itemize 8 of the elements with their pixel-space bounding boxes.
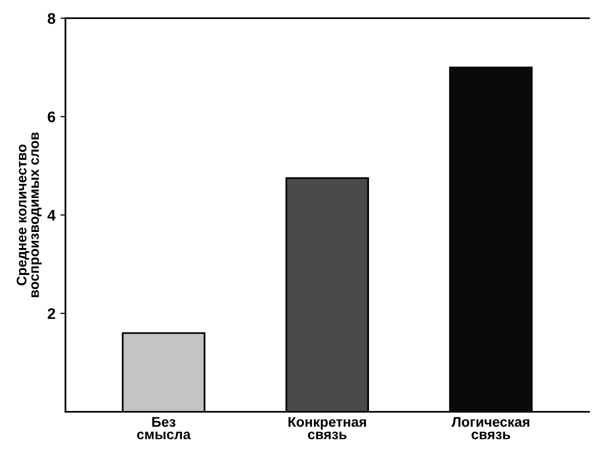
y-tick-label: 6 bbox=[48, 111, 56, 122]
x-tick-label: Конкретная связь bbox=[288, 417, 366, 440]
y-tick-label: 8 bbox=[48, 13, 56, 24]
y-tick-label: 4 bbox=[47, 210, 56, 221]
y-axis-title: Среднее количество воспроизводимых слов bbox=[16, 132, 42, 298]
x-tick-label: Логическая связь bbox=[452, 417, 530, 440]
x-tick-label: Без смысла bbox=[137, 417, 191, 440]
y-tick-label: 2 bbox=[48, 308, 56, 319]
